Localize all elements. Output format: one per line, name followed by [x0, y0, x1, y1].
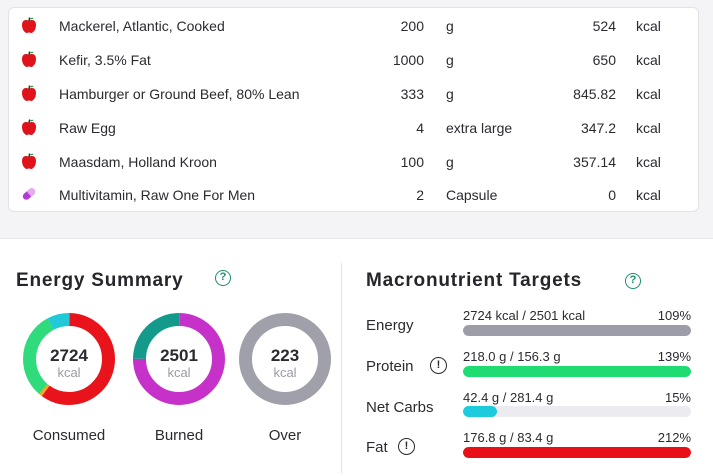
- food-name: Hamburger or Ground Beef, 80% Lean: [59, 86, 300, 102]
- apple-icon: [20, 152, 38, 170]
- energy-ring-burned[interactable]: [133, 313, 225, 405]
- macro-percent: 109%: [657, 308, 691, 323]
- pill-icon: [20, 185, 38, 203]
- food-diary-list: Mackerel, Atlantic, Cooked 200 g 524 kcal Kef…: [8, 7, 699, 212]
- apple-icon: [20, 16, 38, 34]
- food-amount: 200: [400, 18, 424, 34]
- apple-icon: [20, 84, 38, 102]
- energy-ring-over[interactable]: [239, 313, 331, 405]
- macro-progress-bar: [463, 325, 691, 336]
- food-kcal: 357.14: [573, 154, 616, 170]
- macro-progress-fill: [463, 325, 691, 336]
- food-kcal: 650: [592, 52, 616, 68]
- macro-values: 2724 kcal / 2501 kcal: [463, 308, 586, 323]
- food-kcal-unit: kcal: [636, 120, 661, 136]
- macro-percent: 212%: [657, 430, 691, 445]
- food-unit: g: [446, 86, 454, 102]
- food-amount: 1000: [392, 52, 424, 68]
- food-unit: g: [446, 154, 454, 170]
- ring-value: 2501: [160, 346, 198, 365]
- food-name: Raw Egg: [59, 120, 116, 136]
- ring-segment: [23, 313, 115, 405]
- food-row[interactable]: Kefir, 3.5% Fat 1000 g 650 kcal: [9, 43, 698, 77]
- section-divider: [341, 263, 342, 473]
- ring-segment: [133, 313, 225, 405]
- macro-values: 218.0 g / 156.3 g: [463, 349, 561, 364]
- food-amount: 2: [416, 187, 424, 203]
- food-amount: 100: [400, 154, 424, 170]
- food-kcal-unit: kcal: [636, 187, 661, 203]
- food-amount: 333: [400, 86, 424, 102]
- ring-segment: [239, 313, 331, 405]
- ring-label: Burned: [154, 427, 204, 444]
- food-kcal: 347.2: [580, 120, 616, 136]
- ring-value: 2724: [50, 346, 88, 365]
- food-kcal: 524: [592, 18, 616, 34]
- macro-progress-fill: [463, 447, 691, 458]
- macro-help-icon[interactable]: ?: [625, 273, 641, 289]
- macro-values: 176.8 g / 83.4 g: [463, 430, 554, 445]
- food-row[interactable]: Multivitamin, Raw One For Men 2 Capsule 0 kc…: [9, 178, 698, 212]
- food-name: Multivitamin, Raw One For Men: [59, 187, 256, 203]
- macro-label-protein: Protein: [366, 358, 414, 375]
- food-kcal-unit: kcal: [636, 154, 661, 170]
- food-unit: extra large: [446, 120, 513, 136]
- macro-progress-bar: [463, 366, 691, 377]
- food-kcal: 0: [608, 187, 616, 203]
- food-kcal: 845.82: [573, 86, 616, 102]
- food-amount: 4: [416, 120, 424, 136]
- warning-icon[interactable]: !: [430, 357, 447, 374]
- food-row[interactable]: Maasdam, Holland Kroon 100 g 357.14 kcal: [9, 145, 698, 179]
- food-unit: g: [446, 52, 454, 68]
- food-name: Maasdam, Holland Kroon: [59, 154, 217, 170]
- food-unit: g: [446, 18, 454, 34]
- food-row[interactable]: Hamburger or Ground Beef, 80% Lean 333 g 84…: [9, 77, 698, 111]
- ring-segment: [23, 313, 115, 405]
- summary-section: Energy Summary ? 2724 kcal Consumed 2501 kca…: [0, 238, 713, 476]
- warning-icon[interactable]: !: [398, 438, 415, 455]
- energy-ring-consumed[interactable]: [23, 313, 115, 405]
- apple-icon: [20, 50, 38, 68]
- food-row[interactable]: Mackerel, Atlantic, Cooked 200 g 524 kcal: [9, 9, 698, 43]
- macro-percent: 139%: [657, 349, 691, 364]
- ring-unit: kcal: [273, 365, 297, 380]
- ring-label: Consumed: [32, 427, 106, 444]
- macro-progress-bar: [463, 406, 691, 417]
- macro-label-fat: Fat: [366, 439, 388, 456]
- macro-label-net-carbs: Net Carbs: [366, 399, 434, 416]
- food-row[interactable]: Raw Egg 4 extra large 347.2 kcal: [9, 111, 698, 145]
- energy-summary-title: Energy Summary: [16, 270, 184, 291]
- macro-progress-fill: [463, 406, 498, 417]
- food-name: Kefir, 3.5% Fat: [59, 52, 151, 68]
- macro-percent: 15%: [664, 390, 691, 405]
- macro-progress-fill: [463, 366, 691, 377]
- food-name: Mackerel, Atlantic, Cooked: [59, 18, 225, 34]
- macro-values: 42.4 g / 281.4 g: [463, 390, 554, 405]
- apple-icon: [20, 118, 38, 136]
- macro-label-energy: Energy: [366, 317, 414, 334]
- ring-value: 223: [270, 346, 300, 365]
- ring-segment: [133, 313, 225, 405]
- food-kcal-unit: kcal: [636, 18, 661, 34]
- macro-targets-title: Macronutrient Targets: [366, 270, 582, 291]
- ring-segment: [23, 313, 115, 405]
- food-kcal-unit: kcal: [636, 52, 661, 68]
- food-unit: Capsule: [446, 187, 498, 203]
- ring-unit: kcal: [57, 365, 81, 380]
- macro-progress-bar: [463, 447, 691, 458]
- ring-label: Over: [268, 427, 302, 444]
- food-kcal-unit: kcal: [636, 86, 661, 102]
- ring-unit: kcal: [167, 365, 191, 380]
- energy-help-icon[interactable]: ?: [215, 270, 231, 286]
